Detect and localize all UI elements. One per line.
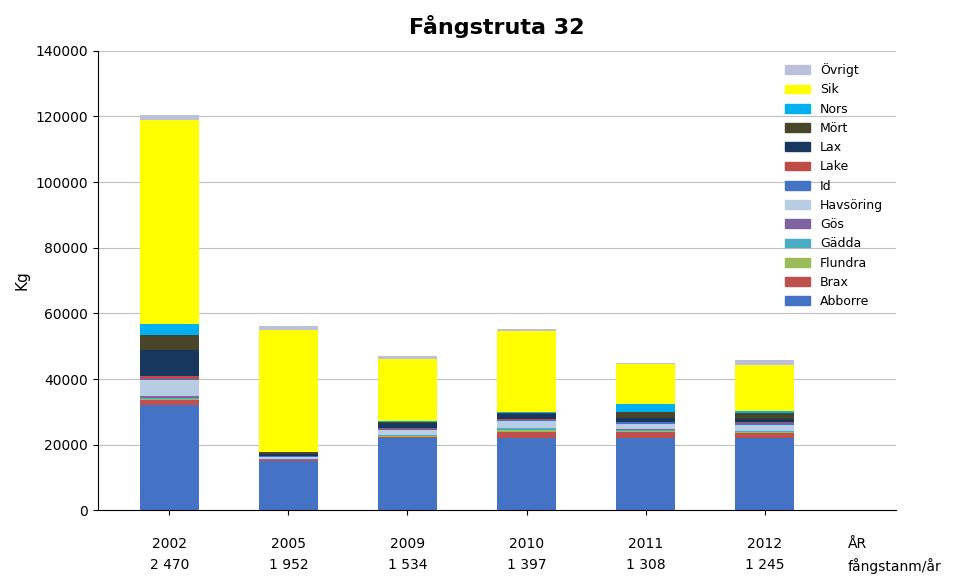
Bar <box>258 331 318 452</box>
Bar <box>616 404 676 412</box>
Bar <box>139 115 199 120</box>
Bar <box>735 365 795 411</box>
Bar <box>139 405 199 510</box>
Bar <box>377 423 437 428</box>
Bar <box>735 422 795 423</box>
Text: 2002: 2002 <box>152 536 187 550</box>
Bar <box>139 398 199 399</box>
Bar <box>496 432 557 438</box>
Text: ÅR: ÅR <box>848 536 867 550</box>
Bar <box>735 423 795 425</box>
Bar <box>616 418 676 422</box>
Bar <box>258 452 318 454</box>
Text: 1 397: 1 397 <box>507 558 546 572</box>
Bar <box>496 419 557 420</box>
Bar <box>377 436 437 437</box>
Bar <box>139 397 199 398</box>
Bar <box>377 356 437 358</box>
Bar <box>735 419 795 422</box>
Bar <box>139 324 199 335</box>
Bar <box>616 430 676 432</box>
Bar <box>496 428 557 430</box>
Bar <box>377 421 437 422</box>
Legend: Övrigt, Sik, Nors, Mört, Lax, Lake, Id, Havsöring, Gös, Gädda, Flundra, Brax, Ab: Övrigt, Sik, Nors, Mört, Lax, Lake, Id, … <box>779 57 889 314</box>
Bar <box>735 425 795 430</box>
Y-axis label: Kg: Kg <box>15 271 30 291</box>
Bar <box>616 422 676 424</box>
Bar <box>258 461 318 510</box>
Bar <box>496 438 557 510</box>
Bar <box>735 438 795 510</box>
Bar <box>496 430 557 432</box>
Bar <box>735 360 795 365</box>
Text: 2011: 2011 <box>628 536 663 550</box>
Text: 1 952: 1 952 <box>269 558 308 572</box>
Bar <box>735 430 795 432</box>
Text: 2 470: 2 470 <box>150 558 189 572</box>
Bar <box>258 454 318 456</box>
Text: 1 308: 1 308 <box>626 558 665 572</box>
Bar <box>377 435 437 436</box>
Bar <box>377 422 437 423</box>
Bar <box>735 433 795 438</box>
Text: 2009: 2009 <box>390 536 425 550</box>
Bar <box>377 434 437 435</box>
Bar <box>616 424 676 429</box>
Bar <box>139 335 199 350</box>
Bar <box>616 438 676 510</box>
Bar <box>496 331 557 412</box>
Bar <box>139 350 199 376</box>
Bar <box>616 412 676 418</box>
Bar <box>377 430 437 434</box>
Bar <box>496 421 557 427</box>
Bar <box>139 399 199 400</box>
Bar <box>139 376 199 379</box>
Bar <box>616 362 676 364</box>
Bar <box>496 329 557 331</box>
Text: 2005: 2005 <box>271 536 306 550</box>
Bar <box>139 379 199 380</box>
Bar <box>377 358 437 421</box>
Bar <box>377 437 437 438</box>
Bar <box>496 412 557 414</box>
Bar <box>496 420 557 421</box>
Text: 2012: 2012 <box>747 536 782 550</box>
Bar <box>377 429 437 430</box>
Bar <box>496 427 557 428</box>
Bar <box>139 400 199 405</box>
Bar <box>258 456 318 459</box>
Bar <box>616 429 676 430</box>
Bar <box>496 414 557 419</box>
Bar <box>139 380 199 397</box>
Bar <box>258 460 318 461</box>
Text: fångstanm/år: fångstanm/år <box>848 558 942 574</box>
Text: 2010: 2010 <box>509 536 544 550</box>
Bar <box>258 325 318 331</box>
Bar <box>735 432 795 433</box>
Bar <box>139 120 199 324</box>
Bar <box>377 428 437 429</box>
Text: 1 245: 1 245 <box>745 558 784 572</box>
Text: 1 534: 1 534 <box>388 558 427 572</box>
Bar <box>735 412 795 419</box>
Bar <box>616 364 676 404</box>
Bar <box>735 411 795 412</box>
Bar <box>377 438 437 510</box>
Title: Fångstruta 32: Fångstruta 32 <box>409 15 585 38</box>
Bar <box>616 432 676 438</box>
